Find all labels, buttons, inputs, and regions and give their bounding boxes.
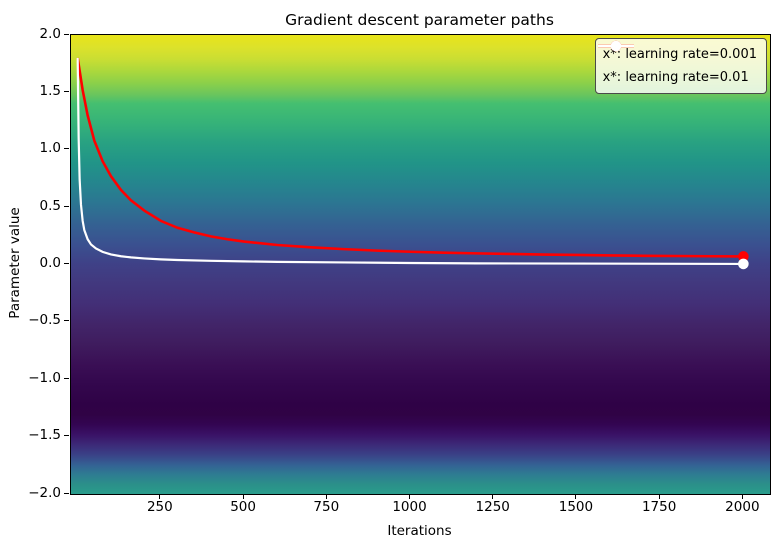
legend-entry-lr-001: x*: learning rate=0.01 xyxy=(597,40,757,89)
series-line-1 xyxy=(76,57,744,266)
y-tick-label: −2.0 xyxy=(28,484,61,501)
legend: x*: learning rate=0.001 x*: learning rat… xyxy=(594,38,767,94)
series-end-marker-1 xyxy=(738,258,749,270)
y-tick-mark xyxy=(64,320,69,322)
x-tick-label: 2000 xyxy=(725,499,760,515)
x-axis-label: Iterations xyxy=(387,523,452,539)
x-tick-mark xyxy=(242,494,244,499)
x-tick-label: 1750 xyxy=(641,499,677,515)
series-end-marker-0 xyxy=(738,251,749,262)
x-tick-label: 750 xyxy=(313,499,340,515)
y-tick-label: −1.5 xyxy=(28,427,61,444)
chart-title: Gradient descent parameter paths xyxy=(285,11,554,29)
y-tick-label: 0.5 xyxy=(39,197,61,214)
legend-sample-marker xyxy=(610,40,621,52)
y-tick-mark xyxy=(64,377,69,379)
legend-label: x*: learning rate=0.01 xyxy=(602,70,749,85)
x-tick-mark xyxy=(741,494,743,499)
x-tick-mark xyxy=(658,494,660,499)
y-tick-label: 1.0 xyxy=(39,140,61,157)
x-tick-label: 1500 xyxy=(558,499,594,515)
y-tick-mark xyxy=(64,90,69,92)
x-tick-mark xyxy=(325,494,327,499)
x-tick-label: 250 xyxy=(146,499,173,515)
y-tick-mark xyxy=(64,435,69,437)
y-axis-label: Parameter value xyxy=(7,207,23,319)
y-tick-label: 0.0 xyxy=(39,255,61,271)
y-tick-label: 1.5 xyxy=(39,82,61,99)
y-tick-mark xyxy=(64,148,69,150)
y-tick-mark xyxy=(64,33,69,35)
y-tick-label: −1.0 xyxy=(28,369,61,386)
x-tick-mark xyxy=(409,494,410,499)
x-tick-label: 1250 xyxy=(475,499,510,515)
y-tick-label: −0.5 xyxy=(28,312,61,329)
x-tick-mark xyxy=(575,494,577,499)
y-tick-mark xyxy=(64,263,69,264)
x-tick-mark xyxy=(492,494,494,499)
y-tick-mark xyxy=(64,492,69,494)
plot-area: x*: learning rate=0.001 x*: learning rat… xyxy=(70,34,771,495)
x-tick-label: 500 xyxy=(230,499,256,515)
legend-label: x*: learning rate=0.001 xyxy=(602,47,757,62)
legend-line-marker-white xyxy=(597,40,634,52)
y-tick-label: 2.0 xyxy=(39,25,61,42)
curves-svg xyxy=(76,57,749,270)
x-tick-mark xyxy=(159,494,161,499)
series-line-0 xyxy=(76,57,744,258)
x-tick-label: 1000 xyxy=(392,499,427,515)
y-tick-mark xyxy=(64,205,69,207)
